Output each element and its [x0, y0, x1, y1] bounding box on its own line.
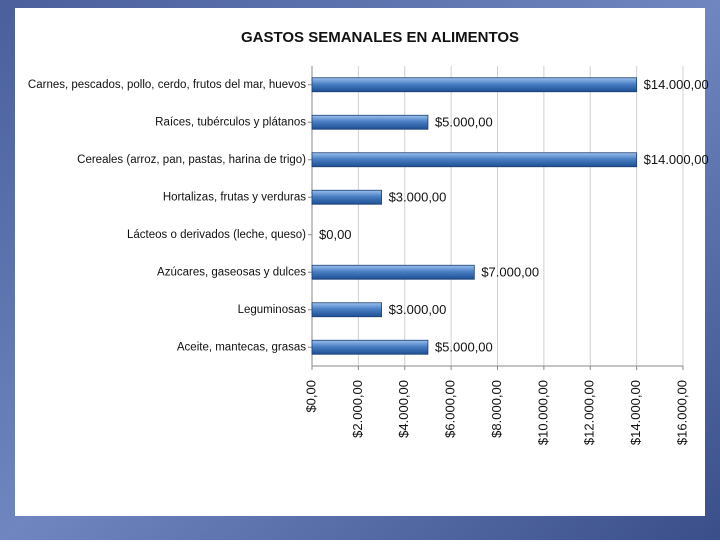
value-label: $3.000,00	[389, 302, 447, 317]
bar	[311, 152, 638, 168]
y-tick-label: Azúcares, gaseosas y dulces	[157, 266, 306, 278]
bar	[311, 189, 382, 205]
value-label: $14.000,00	[644, 77, 709, 92]
y-tick-label: Raíces, tubérculos y plátanos	[155, 116, 306, 128]
x-tick-label: $4.000,00	[396, 380, 411, 438]
y-tick-label: Leguminosas	[238, 304, 307, 316]
bar	[311, 339, 429, 355]
x-tick-label: $16.000,00	[674, 380, 689, 445]
x-tick-label: $0,00	[303, 380, 318, 413]
y-tick-label: Hortalizas, frutas y verduras	[163, 191, 306, 203]
value-label: $5.000,00	[435, 340, 493, 355]
bar	[311, 114, 429, 130]
value-label: $5.000,00	[435, 115, 493, 130]
y-tick-label: Lácteos o derivados (leche, queso)	[127, 229, 306, 241]
bar	[311, 77, 638, 93]
y-tick-label: Aceite, mantecas, grasas	[177, 341, 306, 353]
x-tick-label: $2.000,00	[350, 380, 365, 438]
x-tick-label: $8.000,00	[489, 380, 504, 438]
bar	[311, 264, 475, 280]
chart-title: GASTOS SEMANALES EN ALIMENTOS	[241, 29, 519, 46]
x-tick-label: $6.000,00	[443, 380, 458, 438]
value-label: $0,00	[319, 227, 352, 242]
x-tick-label: $10.000,00	[535, 380, 550, 445]
x-tick-label: $12.000,00	[582, 380, 597, 445]
value-label: $14.000,00	[644, 152, 709, 167]
value-label: $3.000,00	[389, 190, 447, 205]
bar	[311, 302, 382, 318]
y-tick-label: Cereales (arroz, pan, pastas, harina de …	[77, 154, 306, 166]
x-tick-label: $14.000,00	[628, 380, 643, 445]
y-tick-label: Carnes, pescados, pollo, cerdo, frutos d…	[28, 79, 306, 91]
value-label: $7.000,00	[481, 265, 539, 280]
